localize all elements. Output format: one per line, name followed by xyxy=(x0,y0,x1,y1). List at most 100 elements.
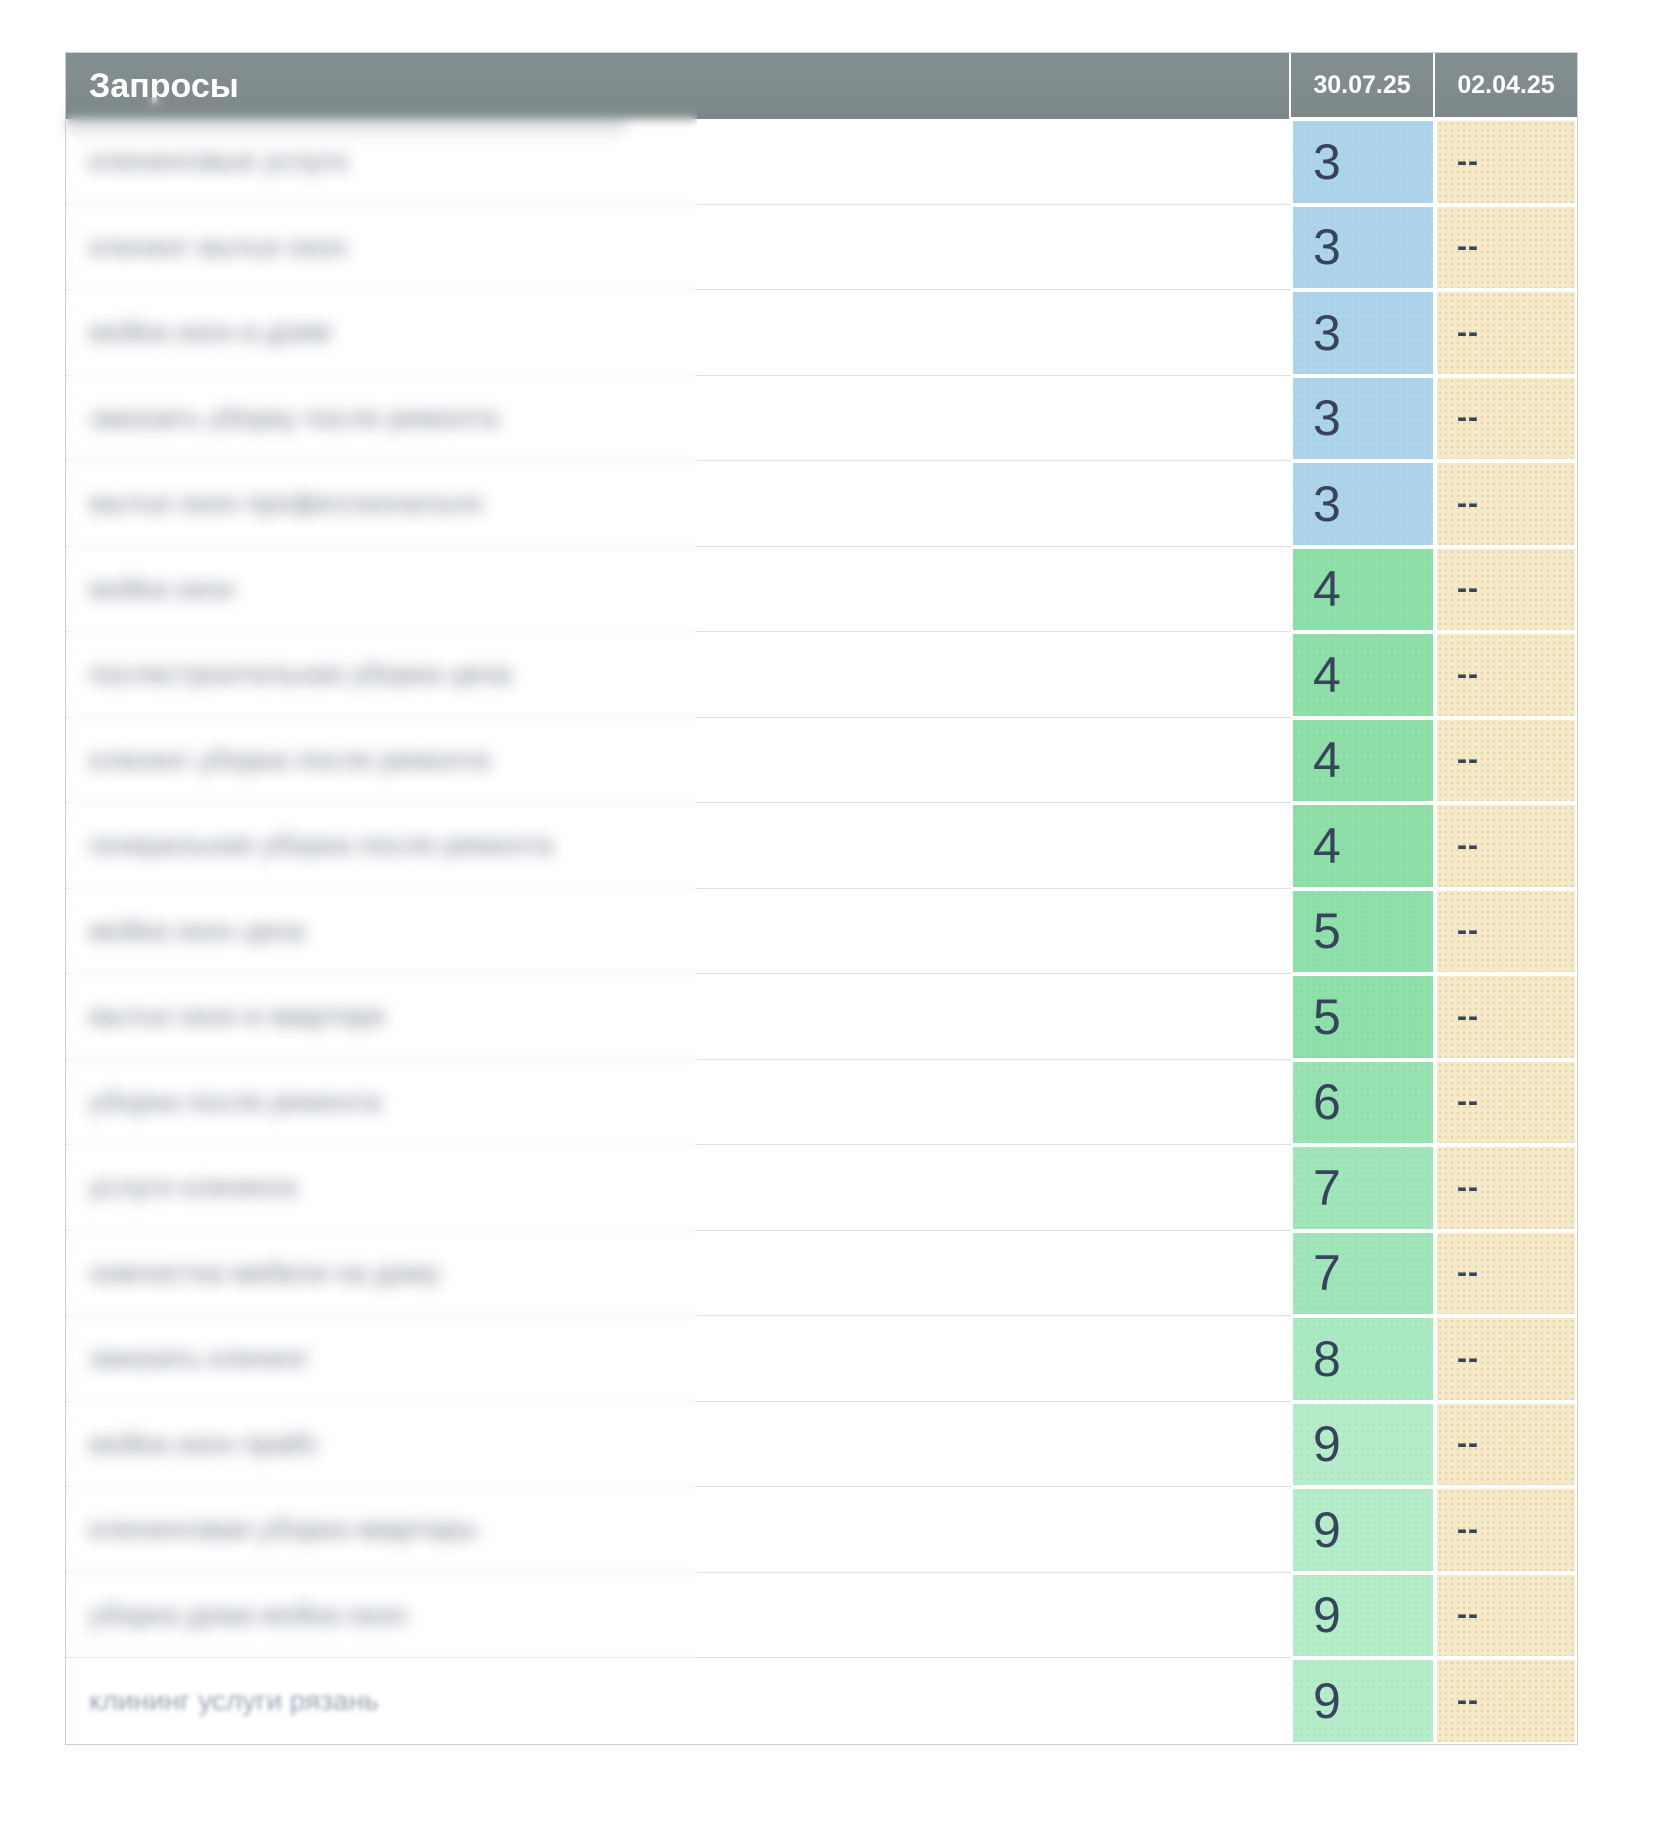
rank-cell-02-04: -- xyxy=(1435,1059,1577,1145)
table-row: генеральная уборка после ремонта 4 -- xyxy=(66,803,1577,889)
table-row: мойка окон в доме 3 -- xyxy=(66,290,1577,376)
rank-cell-30-07: 3 xyxy=(1291,204,1435,290)
rank-value: 9 xyxy=(1313,1416,1341,1473)
query-cell[interactable]: генеральная уборка после ремонта xyxy=(66,803,1291,889)
table-row: мойка окон 4 -- xyxy=(66,546,1577,632)
rank-cell-02-04: -- xyxy=(1435,375,1577,461)
table-row: клининг мытье окон 3 -- xyxy=(66,204,1577,290)
table-row: мытье окон в квартире 5 -- xyxy=(66,974,1577,1060)
query-cell[interactable]: мытье окон в квартире xyxy=(66,974,1291,1060)
no-data-value: -- xyxy=(1457,230,1479,264)
rank-cell-30-07: 4 xyxy=(1291,546,1435,632)
query-cell[interactable]: мойка окон прайс xyxy=(66,1401,1291,1487)
table-row: уборка дома мойка окон 9 -- xyxy=(66,1572,1577,1658)
rank-value: 3 xyxy=(1313,390,1341,447)
rank-value: 3 xyxy=(1313,475,1341,532)
rank-value: 3 xyxy=(1313,304,1341,361)
query-cell[interactable]: мытье окон профессионально xyxy=(66,461,1291,547)
table-row: заказать клининг 8 -- xyxy=(66,1316,1577,1402)
rank-cell-02-04: -- xyxy=(1435,717,1577,803)
rank-positions-table: Запросы 30.07.25 02.04.25 клининговые ус… xyxy=(65,52,1578,1745)
rank-cell-02-04: -- xyxy=(1435,461,1577,547)
query-cell[interactable]: мойка окон в доме xyxy=(66,290,1291,376)
rank-value: 9 xyxy=(1313,1672,1341,1729)
blurred-query-text: генеральная уборка после ремонта xyxy=(89,829,553,861)
rank-value: 6 xyxy=(1313,1074,1341,1131)
rank-cell-02-04: -- xyxy=(1435,119,1577,205)
rank-cell-02-04: -- xyxy=(1435,1401,1577,1487)
rank-cell-30-07: 8 xyxy=(1291,1316,1435,1402)
rank-value: 7 xyxy=(1313,1245,1341,1302)
rank-cell-02-04: -- xyxy=(1435,974,1577,1060)
query-cell[interactable]: уборка после ремонта xyxy=(66,1059,1291,1145)
query-cell[interactable]: заказать клининг xyxy=(66,1316,1291,1402)
query-cell[interactable]: мойка окон xyxy=(66,546,1291,632)
query-cell[interactable]: клининг услуги рязань xyxy=(66,1658,1291,1744)
rank-value: 4 xyxy=(1313,646,1341,703)
rank-cell-30-07: 4 xyxy=(1291,717,1435,803)
rank-cell-30-07: 4 xyxy=(1291,632,1435,718)
blurred-query-text: заказать клининг xyxy=(89,1342,310,1374)
table-row: заказать уборку после ремонта 3 -- xyxy=(66,375,1577,461)
no-data-value: -- xyxy=(1457,743,1479,777)
date-column-header-30-07[interactable]: 30.07.25 xyxy=(1291,53,1435,119)
rank-cell-02-04: -- xyxy=(1435,1487,1577,1573)
no-data-value: -- xyxy=(1457,1683,1479,1717)
table-row: услуги клининга 7 -- xyxy=(66,1145,1577,1231)
rank-cell-02-04: -- xyxy=(1435,546,1577,632)
query-cell[interactable]: послестроительная уборка цена xyxy=(66,632,1291,718)
rank-value: 5 xyxy=(1313,988,1341,1045)
rank-value: 9 xyxy=(1313,1501,1341,1558)
rank-cell-02-04: -- xyxy=(1435,803,1577,889)
table-row: клининг уборка после ремонта 4 -- xyxy=(66,717,1577,803)
no-data-value: -- xyxy=(1457,1170,1479,1204)
rank-value: 5 xyxy=(1313,903,1341,960)
date-column-header-02-04[interactable]: 02.04.25 xyxy=(1435,53,1577,119)
queries-column-header[interactable]: Запросы xyxy=(66,53,1291,119)
query-cell[interactable]: клининговая уборка квартиры xyxy=(66,1487,1291,1573)
no-data-value: -- xyxy=(1457,1512,1479,1546)
query-cell[interactable]: услуги клининга xyxy=(66,1145,1291,1231)
blurred-query-text: клининг услуги рязань xyxy=(89,1684,379,1716)
table-row: уборка после ремонта 6 -- xyxy=(66,1059,1577,1145)
blurred-query-text: химчистка мебели на дому xyxy=(89,1256,441,1288)
rank-cell-30-07: 9 xyxy=(1291,1401,1435,1487)
query-cell[interactable]: клининг мытье окон xyxy=(66,204,1291,290)
no-data-value: -- xyxy=(1457,914,1479,948)
no-data-value: -- xyxy=(1457,828,1479,862)
rank-cell-30-07: 9 xyxy=(1291,1487,1435,1573)
rank-value: 4 xyxy=(1313,561,1341,618)
query-cell[interactable]: уборка дома мойка окон xyxy=(66,1572,1291,1658)
no-data-value: -- xyxy=(1457,1427,1479,1461)
query-cell[interactable]: клининговые услуги xyxy=(66,119,1291,205)
rank-value: 8 xyxy=(1313,1330,1341,1387)
blurred-query-text: мойка окон в доме xyxy=(89,316,333,348)
query-cell[interactable]: клининг уборка после ремонта xyxy=(66,717,1291,803)
rank-cell-02-04: -- xyxy=(1435,1572,1577,1658)
no-data-value: -- xyxy=(1457,1598,1479,1632)
rank-cell-02-04: -- xyxy=(1435,1658,1577,1744)
query-cell[interactable]: мойка окон цена xyxy=(66,888,1291,974)
rank-cell-30-07: 7 xyxy=(1291,1145,1435,1231)
query-cell[interactable]: химчистка мебели на дому xyxy=(66,1230,1291,1316)
rank-cell-02-04: -- xyxy=(1435,1316,1577,1402)
rank-cell-30-07: 5 xyxy=(1291,888,1435,974)
no-data-value: -- xyxy=(1457,144,1479,178)
table-row: клининговая уборка квартиры 9 -- xyxy=(66,1487,1577,1573)
table-row: мойка окон прайс 9 -- xyxy=(66,1401,1577,1487)
blurred-query-text: послестроительная уборка цена xyxy=(89,658,512,690)
table-body: клининговые услуги 3 -- клининг мытье ок… xyxy=(66,119,1577,1744)
blurred-query-text: заказать уборку после ремонта xyxy=(89,401,499,433)
rank-cell-02-04: -- xyxy=(1435,632,1577,718)
blurred-query-text: мойка окон xyxy=(89,572,235,604)
rank-value: 4 xyxy=(1313,817,1341,874)
no-data-value: -- xyxy=(1457,315,1479,349)
table-row: клининговые услуги 3 -- xyxy=(66,119,1577,205)
query-cell[interactable]: заказать уборку после ремонта xyxy=(66,375,1291,461)
no-data-value: -- xyxy=(1457,486,1479,520)
rank-cell-30-07: 6 xyxy=(1291,1059,1435,1145)
blurred-query-text: клининг мытье окон xyxy=(89,230,348,262)
rank-value: 4 xyxy=(1313,732,1341,789)
rank-cell-30-07: 5 xyxy=(1291,974,1435,1060)
